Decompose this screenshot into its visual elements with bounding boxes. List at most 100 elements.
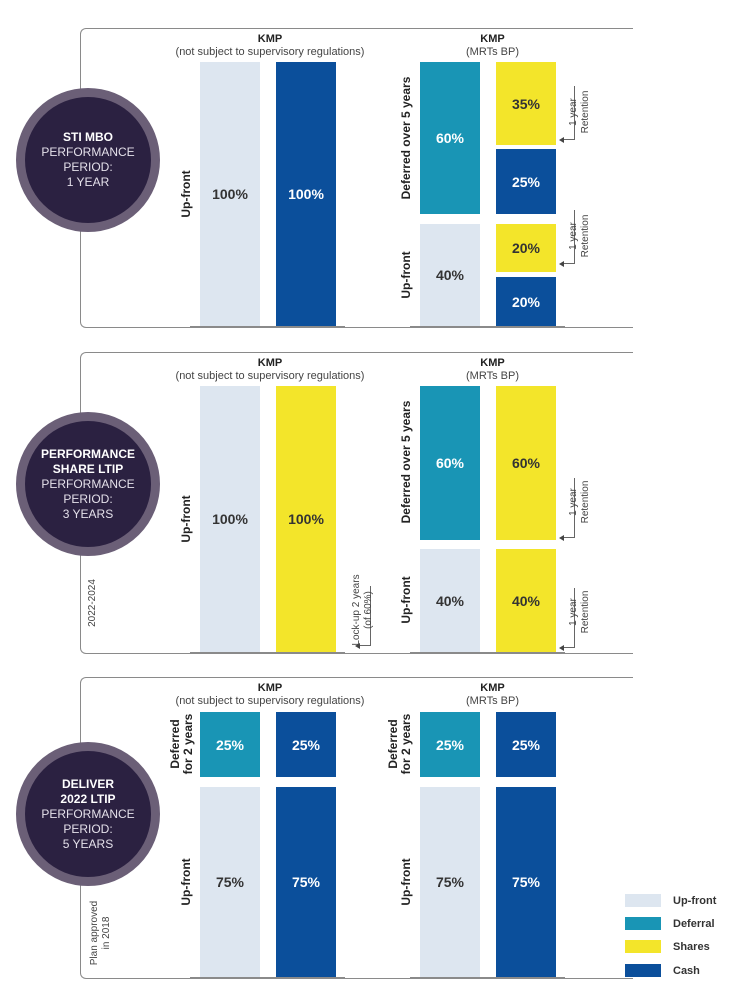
baseline: [410, 977, 565, 978]
mrt-cash-upfront-bar: 20%: [496, 277, 556, 326]
badge-period: 3 YEARS: [62, 506, 114, 521]
legend-swatch: [625, 917, 661, 930]
badge-period: PERIOD:: [63, 821, 113, 836]
legend-cash: Cash: [625, 964, 700, 977]
upfront-label: Up-front: [179, 495, 193, 543]
kmp-upfront-bar: 100%: [200, 62, 260, 326]
upfront-label: Up-front: [399, 576, 413, 624]
kmp-upfront-bar: 75%: [200, 787, 260, 977]
value-label: 75%: [291, 874, 321, 890]
value-label: 75%: [215, 874, 245, 890]
badge-title: PERFORMANCE: [40, 446, 135, 461]
mrt-cash-deferred-bar: 25%: [496, 712, 556, 777]
value-label: 100%: [212, 186, 248, 202]
badge-title: DELIVER: [61, 776, 114, 791]
legend-swatch: [625, 940, 661, 953]
retention-note: 1 year Retention: [568, 90, 591, 134]
retention-bracket: [559, 210, 575, 267]
legend-upfront: Up-front: [625, 894, 716, 907]
baseline: [190, 977, 345, 978]
kmp-cash-upfront-bar: 75%: [276, 787, 336, 977]
lockup-bracket: [355, 586, 371, 649]
performance-share-ltip-badge: PERFORMANCE SHARE LTIP PERFORMANCE PERIO…: [16, 412, 160, 556]
badge-period: 1 YEAR: [66, 175, 110, 189]
deferred-2y-label: Deferred for 2 years: [386, 713, 413, 775]
retention-bracket: [559, 478, 575, 541]
badge-title: SHARE LTIP: [52, 461, 124, 476]
mrt-deferral-bar: 25%: [420, 712, 480, 777]
badge-period: PERFORMANCE: [41, 476, 135, 491]
sti-mbo-badge: STI MBO PERFORMANCE PERIOD: 1 YEAR: [16, 88, 160, 232]
value-label: 25%: [435, 736, 465, 753]
mrt-upfront-bar: 75%: [420, 787, 480, 977]
value-label: 40%: [435, 592, 465, 609]
baseline: [190, 326, 345, 327]
value-label: 100%: [288, 511, 324, 527]
kmp-upfront-bar: 100%: [200, 386, 260, 652]
value-label: 40%: [511, 592, 541, 609]
baseline: [410, 652, 565, 653]
value-label: 60%: [435, 130, 465, 146]
deferred-2y-label: Deferred for 2 years: [168, 713, 195, 775]
value-label: 25%: [511, 173, 541, 190]
mrt-shares-upfront-bar: 20%: [496, 224, 556, 272]
kmp-header: KMP (not subject to supervisory regulati…: [175, 33, 365, 58]
kmp-shares-bar: 100%: [276, 386, 336, 652]
badge-period: PERFORMANCE: [41, 806, 135, 821]
value-label: 100%: [212, 511, 248, 527]
mrt-cash-deferred-bar: 25%: [496, 149, 556, 214]
kmp-header: KMP (not subject to supervisory regulati…: [175, 357, 365, 382]
kmp-deferral-bar: 25%: [200, 712, 260, 777]
retention-note: 1 year Retention: [568, 214, 591, 258]
legend-swatch: [625, 964, 661, 977]
badge-title: 2022 LTIP: [60, 791, 116, 806]
value-label: 25%: [511, 736, 541, 753]
upfront-label: Up-front: [399, 251, 413, 299]
baseline: [190, 652, 345, 653]
mrt-header: KMP (MRTs BP): [466, 33, 519, 58]
legend-deferral: Deferral: [625, 917, 715, 930]
value-label: 20%: [511, 240, 541, 256]
baseline: [410, 326, 565, 327]
badge-period: PERIOD:: [63, 160, 113, 174]
upfront-label: Up-front: [179, 170, 193, 218]
mrt-shares-upfront-bar: 40%: [496, 549, 556, 652]
legend-shares: Shares: [625, 940, 710, 953]
kmp-cash-deferred-bar: 25%: [276, 712, 336, 777]
value-label: 25%: [215, 736, 245, 753]
badge-title: STI MBO: [63, 130, 113, 144]
deferred-label: Deferred over 5 years: [399, 76, 413, 200]
plan-period-note: 2022-2024: [87, 579, 98, 627]
kmp-cash-bar: 100%: [276, 62, 336, 326]
legend-label: Up-front: [673, 894, 717, 907]
badge-period: PERIOD:: [63, 491, 113, 506]
lockup-note: Lock-up 2 years (of 60%): [351, 574, 374, 646]
value-label: 75%: [511, 874, 541, 890]
plan-approved-note: Plan approved in 2018: [89, 900, 112, 966]
upfront-label: Up-front: [399, 858, 413, 906]
value-label: 60%: [511, 455, 541, 471]
value-label: 40%: [435, 267, 465, 283]
value-label: 25%: [291, 736, 321, 753]
legend-label: Cash: [673, 964, 700, 977]
legend-label: Shares: [673, 940, 710, 953]
mrt-upfront-bar: 40%: [420, 549, 480, 652]
retention-bracket: [559, 588, 575, 651]
mrt-upfront-bar: 40%: [420, 224, 480, 326]
badge-period: PERFORMANCE: [41, 145, 135, 159]
deliver-ltip-badge: DELIVER 2022 LTIP PERFORMANCE PERIOD: 5 …: [16, 742, 160, 886]
mrt-header: KMP (MRTs BP): [466, 682, 519, 707]
mrt-deferral-bar: 60%: [420, 62, 480, 214]
value-label: 20%: [511, 293, 541, 310]
upfront-label: Up-front: [179, 858, 193, 906]
value-label: 35%: [511, 95, 541, 112]
mrt-deferral-bar: 60%: [420, 386, 480, 540]
value-label: 100%: [288, 186, 324, 202]
mrt-shares-deferred-bar: 35%: [496, 62, 556, 145]
mrt-cash-upfront-bar: 75%: [496, 787, 556, 977]
retention-note: 1 year Retention: [568, 590, 591, 634]
value-label: 75%: [435, 874, 465, 890]
kmp-header: KMP (not subject to supervisory regulati…: [175, 682, 365, 707]
deferred-label: Deferred over 5 years: [399, 400, 413, 524]
retention-bracket: [559, 86, 575, 143]
